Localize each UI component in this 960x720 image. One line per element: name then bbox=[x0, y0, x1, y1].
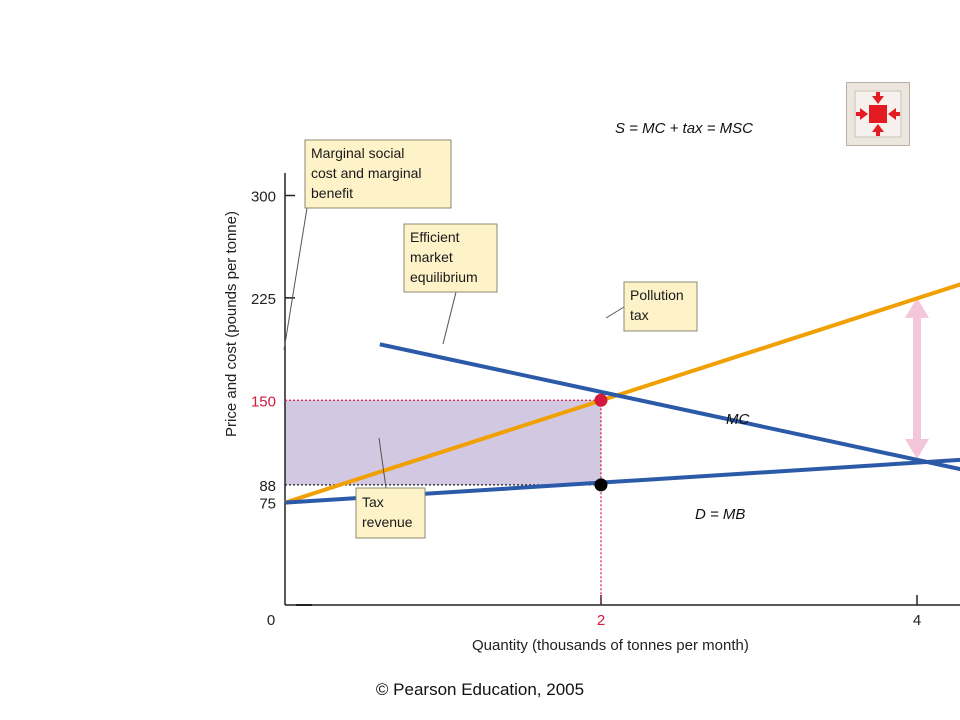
collapse-arrows-icon bbox=[854, 90, 902, 138]
x-tick-label-2: 2 bbox=[597, 612, 605, 629]
tax-revenue-area bbox=[285, 400, 601, 485]
marker-mc-at-efficient-quantity bbox=[594, 478, 608, 492]
annotation-msc-mb-line-2: cost and marginal bbox=[311, 165, 422, 181]
annotation-msc-mb-line-3: benefit bbox=[311, 185, 353, 201]
pollution-tax-arrow-shaft bbox=[913, 315, 921, 441]
annotation-tax-revenue-line-1: Tax bbox=[362, 494, 384, 510]
y-axis-title: Price and cost (pounds per tonne) bbox=[223, 211, 240, 437]
collapse-nav-button[interactable] bbox=[846, 82, 910, 146]
x-tick-label-4: 4 bbox=[913, 612, 921, 629]
y-tick-label-225: 225 bbox=[251, 291, 276, 308]
curve-label-mc: MC bbox=[726, 411, 749, 428]
y-tick-label-300: 300 bbox=[251, 189, 276, 206]
curve-label-mb: D = MB bbox=[695, 506, 745, 523]
marker-efficient-equilibrium bbox=[594, 393, 608, 407]
leader-msc-mb bbox=[283, 207, 308, 351]
curve-mc bbox=[284, 457, 960, 505]
pollution-tax-arrow-head-down bbox=[905, 438, 929, 459]
y-tick-label-88: 88 bbox=[259, 478, 276, 495]
curves bbox=[284, 282, 960, 505]
annotation-efficient-line-2: market bbox=[410, 249, 453, 265]
markers bbox=[594, 393, 608, 492]
leader-efficient bbox=[442, 291, 457, 345]
y-tick-label-75: 75 bbox=[259, 496, 276, 513]
annotation-efficient-line-3: equilibrium bbox=[410, 269, 478, 285]
annotation-pollution-tax-line-1: Pollution bbox=[630, 287, 684, 303]
leader-pollution-tax bbox=[605, 306, 625, 319]
annotation-tax-revenue-line-2: revenue bbox=[362, 514, 413, 530]
curve-msc bbox=[284, 282, 960, 505]
copyright-notice: © Pearson Education, 2005 bbox=[375, 680, 585, 699]
annotation-efficient-line-1: Efficient bbox=[410, 229, 460, 245]
x-axis-title: Quantity (thousands of tonnes per month) bbox=[472, 637, 749, 654]
leader-lines bbox=[283, 207, 625, 489]
curve-label-msc: S = MC + tax = MSC bbox=[615, 120, 753, 137]
y-tick-label-150: 150 bbox=[251, 393, 276, 410]
annotation-pollution-tax: Pollution tax bbox=[623, 281, 698, 332]
annotation-msc-mb: Marginal social cost and marginal benefi… bbox=[304, 139, 452, 209]
curve-mb bbox=[379, 342, 960, 472]
annotation-pollution-tax-line-2: tax bbox=[630, 307, 649, 323]
annotation-tax-revenue: Tax revenue bbox=[355, 487, 426, 539]
tick-labels: 75881502253000246 bbox=[251, 189, 921, 630]
x-tick-label-0: 0 bbox=[267, 612, 275, 629]
leader-tax-revenue bbox=[378, 437, 387, 489]
annotation-efficient: Efficient market equilibrium bbox=[403, 223, 498, 293]
annotation-msc-mb-line-1: Marginal social bbox=[311, 145, 404, 161]
pollution-tax-arrow bbox=[905, 297, 929, 459]
pollution-tax-arrow-head-up bbox=[905, 297, 929, 318]
